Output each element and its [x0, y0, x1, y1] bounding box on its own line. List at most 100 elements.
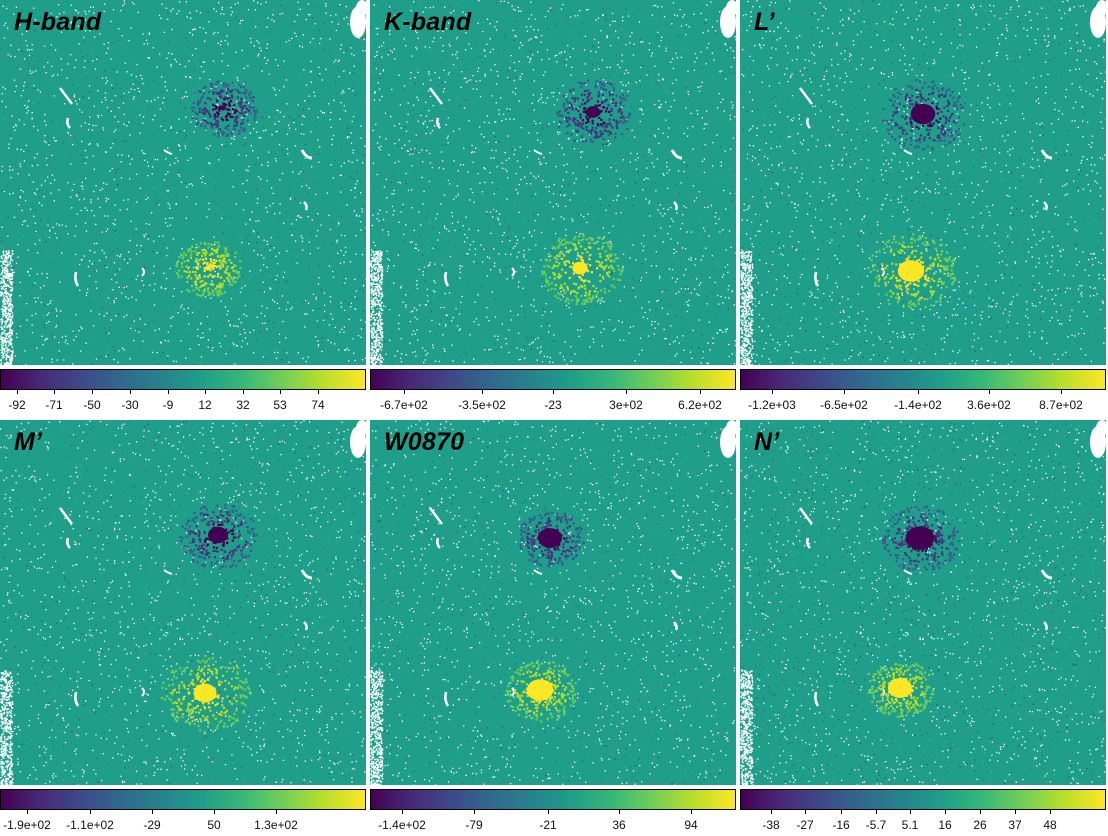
colorbar-tick	[1015, 809, 1016, 814]
colorbar-tick	[318, 389, 319, 394]
colorbar	[0, 789, 366, 810]
colorbar-tick-label: -27	[796, 818, 813, 832]
colorbar-tick-label: -1.9e+02	[3, 818, 51, 832]
colorbar-tick	[918, 389, 919, 394]
colorbar-tick	[27, 809, 28, 814]
image-panel: L’ -1.2e+03 -6.5e+02 -1.4e+02 3.6e+02 8.7e+02	[740, 0, 1108, 416]
colorbar-tick	[276, 809, 277, 814]
band-label: H-band	[14, 8, 101, 37]
colorbar	[0, 369, 366, 390]
colorbar-tick	[168, 389, 169, 394]
colorbar-tick-label: 12	[198, 398, 211, 412]
detector-image	[370, 420, 736, 785]
colorbar-tick	[130, 389, 131, 394]
colorbar-tick-label: 16	[938, 818, 951, 832]
colorbar-tick	[205, 389, 206, 394]
colorbar	[740, 789, 1106, 810]
colorbar-tick	[243, 389, 244, 394]
band-label: L’	[754, 8, 775, 37]
colorbar-tick	[553, 389, 554, 394]
colorbar-tick-label: -1.1e+02	[66, 818, 114, 832]
colorbar-tick	[1050, 809, 1051, 814]
colorbar-tick	[700, 389, 701, 394]
colorbar-tick-label: -79	[465, 818, 482, 832]
colorbar-tick	[17, 389, 18, 394]
colorbar-tick-label: -1.4e+02	[378, 818, 426, 832]
colorbar-tick	[772, 389, 773, 394]
colorbar	[370, 789, 736, 810]
colorbar-tick	[771, 809, 772, 814]
detector-image	[740, 0, 1106, 365]
colorbar-tick-label: -23	[544, 398, 561, 412]
colorbar-tick	[90, 809, 91, 814]
colorbar-tick-label: 74	[311, 398, 324, 412]
colorbar-tick-label: 32	[236, 398, 249, 412]
colorbar	[370, 369, 736, 390]
detector-image	[0, 0, 366, 365]
colorbar-tick-label: -6.7e+02	[380, 398, 428, 412]
colorbar-tick	[152, 809, 153, 814]
colorbar-tick	[945, 809, 946, 814]
band-label: M’	[14, 428, 42, 457]
colorbar-tick-label: -6.5e+02	[820, 398, 868, 412]
image-panel: M’ -1.9e+02 -1.1e+02 -29 50 1.3e+02	[0, 420, 368, 836]
colorbar-tick	[841, 809, 842, 814]
colorbar-tick	[989, 389, 990, 394]
colorbar-tick	[280, 389, 281, 394]
band-label: N’	[754, 428, 779, 457]
colorbar-tick-label: 36	[612, 818, 625, 832]
colorbar-tick-label: 3e+02	[609, 398, 643, 412]
colorbar-tick-label: 3.6e+02	[967, 398, 1011, 412]
colorbar-tick-label: -21	[539, 818, 556, 832]
colorbar-tick-label: 50	[207, 818, 220, 832]
image-panel: W0870 -1.4e+02 -79 -21 36 94	[370, 420, 738, 836]
colorbar-tick-label: 48	[1043, 818, 1056, 832]
colorbar-tick	[54, 389, 55, 394]
colorbar-tick-label: 6.2e+02	[678, 398, 722, 412]
colorbar-tick	[626, 389, 627, 394]
colorbar-tick-label: -29	[143, 818, 160, 832]
colorbar-tick-label: -3.5e+02	[458, 398, 506, 412]
colorbar-tick-label: 26	[973, 818, 986, 832]
colorbar-tick-label: -38	[762, 818, 779, 832]
colorbar-tick	[619, 809, 620, 814]
colorbar-tick	[402, 809, 403, 814]
colorbar-tick-label: 1.3e+02	[254, 818, 298, 832]
colorbar-tick	[404, 389, 405, 394]
colorbar-tick-label: -16	[832, 818, 849, 832]
colorbar-tick	[691, 809, 692, 814]
colorbar-tick-label: -5.7	[866, 818, 887, 832]
colorbar-tick	[876, 809, 877, 814]
colorbar	[740, 369, 1106, 390]
colorbar-tick	[92, 389, 93, 394]
colorbar-tick-label: -1.4e+02	[894, 398, 942, 412]
colorbar-tick-label: -30	[121, 398, 138, 412]
image-panel: K-band -6.7e+02 -3.5e+02 -23 3e+02 6.2e+02	[370, 0, 738, 416]
colorbar-tick-label: -9	[163, 398, 174, 412]
colorbar-tick	[1061, 389, 1062, 394]
colorbar-tick-label: -71	[45, 398, 62, 412]
colorbar-tick-label: 5.1	[902, 818, 919, 832]
colorbar-tick-label: 94	[684, 818, 697, 832]
colorbar-tick	[844, 389, 845, 394]
colorbar-tick-label: 37	[1008, 818, 1021, 832]
detector-image	[0, 420, 366, 785]
colorbar-tick	[980, 809, 981, 814]
image-panel: H-band -92 -71 -50 -30 -9 12 32 53 74	[0, 0, 368, 416]
colorbar-tick	[910, 809, 911, 814]
image-panel: N’ -38 -27 -16 -5.7 5.1 16 26 37 48	[740, 420, 1108, 836]
colorbar-tick-label: 8.7e+02	[1039, 398, 1083, 412]
colorbar-tick	[474, 809, 475, 814]
colorbar-tick-label: 53	[273, 398, 286, 412]
colorbar-tick	[482, 389, 483, 394]
colorbar-tick-label: -92	[8, 398, 25, 412]
colorbar-tick-label: -1.2e+03	[748, 398, 796, 412]
colorbar-tick	[805, 809, 806, 814]
detector-image	[740, 420, 1106, 785]
colorbar-tick-label: -50	[83, 398, 100, 412]
band-label: K-band	[384, 8, 471, 37]
band-label: W0870	[384, 428, 464, 457]
colorbar-tick	[214, 809, 215, 814]
colorbar-tick	[548, 809, 549, 814]
detector-image	[370, 0, 736, 365]
